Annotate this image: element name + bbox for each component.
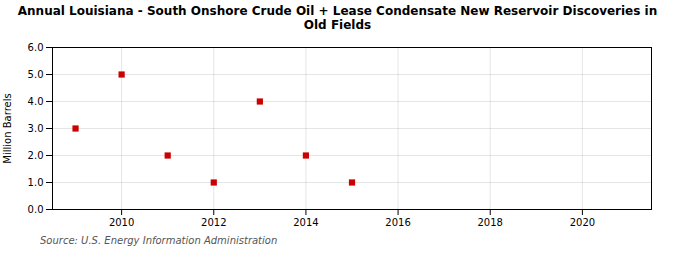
svg-text:2016: 2016 [385, 216, 410, 227]
svg-text:2012: 2012 [201, 216, 226, 227]
svg-text:2010: 2010 [109, 216, 134, 227]
svg-text:2.0: 2.0 [28, 149, 44, 160]
svg-text:1.0: 1.0 [28, 176, 44, 187]
html-text:Source: U.S. Energy Informatio: Source: U.S. Energy Information Administ… [40, 234, 278, 246]
svg-text:2020: 2020 [570, 216, 595, 227]
html-text:Annual Louisiana - South Onsho: Annual Louisiana - South Onshore Crude O… [17, 4, 658, 33]
svg-text:3.0: 3.0 [28, 122, 44, 133]
svg-text:Million Barrels: Million Barrels [2, 93, 13, 163]
svg-text:0.0: 0.0 [28, 203, 44, 214]
svg-text:4.0: 4.0 [28, 95, 44, 106]
svg-text:2014: 2014 [293, 216, 318, 227]
svg-text:5.0: 5.0 [28, 68, 44, 79]
svg-text:2018: 2018 [478, 216, 503, 227]
svg-text:6.0: 6.0 [28, 41, 44, 52]
